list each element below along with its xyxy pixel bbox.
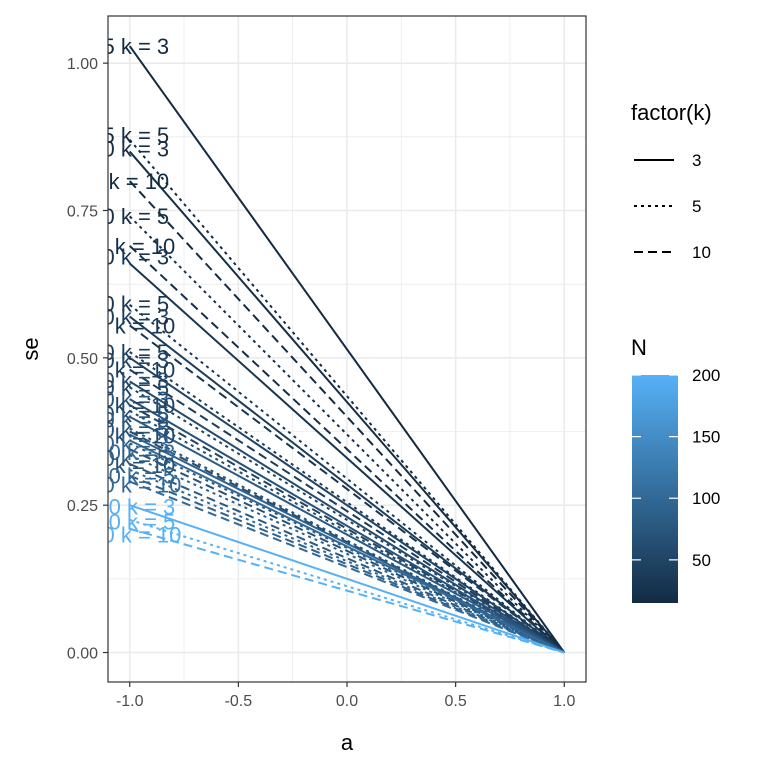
- y-tick-label: 1.00: [67, 56, 98, 73]
- line-label: 100 k = 5: [84, 464, 175, 489]
- line-label: 5 k = 10: [90, 169, 169, 194]
- line-label: 40 k = 5: [90, 340, 169, 365]
- linetype-legend-title: factor(k): [631, 100, 712, 125]
- line-label: 200 k = 5: [84, 510, 175, 535]
- line-label: 20 k = 10: [84, 234, 175, 259]
- line-label: 200 k = 10: [78, 523, 181, 548]
- color-break-label: 150: [692, 428, 720, 447]
- series-line: [129, 324, 565, 654]
- series-line: [129, 480, 565, 654]
- series-line: [129, 386, 565, 654]
- line-labels: 15 k = 3 15 k = 520 k = 3 5 k = 10 20 k = 5…: [78, 34, 181, 548]
- y-tick-label: 0.50: [67, 351, 98, 368]
- line-label: 70 k = 3: [90, 387, 169, 412]
- series-line: [129, 380, 565, 654]
- x-tick-label: -1.0: [116, 693, 144, 710]
- series-line: [129, 215, 565, 654]
- line-label: 70 k = 10: [84, 453, 175, 478]
- linetype-key-label: 10: [692, 243, 711, 262]
- series-line: [129, 304, 565, 654]
- x-tick-label: 1.0: [553, 693, 575, 710]
- line-label: 15 k = 3: [90, 34, 169, 59]
- x-tick-label: -0.5: [225, 693, 253, 710]
- y-tick-label: 0.00: [67, 646, 98, 663]
- series-line: [129, 398, 565, 654]
- series-line: [129, 415, 565, 654]
- line-label: 100 k = 3: [84, 440, 175, 465]
- y-axis-title: se: [18, 337, 43, 360]
- line-label: 20 k = 5: [90, 204, 169, 229]
- line-label: 60 k = 3: [90, 368, 169, 393]
- series-line: [129, 448, 565, 654]
- color-legend-ticks: 50 100 150 200: [632, 366, 720, 570]
- line-label: 60 k = 10: [84, 424, 175, 449]
- line-label: 80 k = 3: [90, 408, 169, 433]
- series-line: [129, 468, 565, 654]
- series-line: [129, 504, 565, 654]
- series-line: [128, 139, 566, 654]
- line-label: 30 k = 10: [84, 313, 175, 338]
- line-label: 20 k = 3: [90, 137, 169, 162]
- line-label-group: 15 k = 3 15 k = 520 k = 3 5 k = 10 20 k = 5…: [78, 34, 181, 548]
- series-line: [129, 262, 565, 654]
- x-tick-label: 0.5: [445, 693, 467, 710]
- line-label: 50 k = 3: [90, 348, 169, 373]
- line-label: 30 k = 3: [90, 244, 169, 269]
- color-break-label: 100: [692, 489, 720, 508]
- series-line: [129, 315, 565, 654]
- series-line: [129, 454, 565, 654]
- y-tick-label: 0.75: [67, 203, 98, 220]
- axes: -1.0 -0.5 0.0 0.5 1.0 0.00 0.25 0.50 0.75 1.00: [67, 56, 576, 710]
- line-label: 40 k = 10: [84, 358, 175, 383]
- line-label: 200 k = 3: [84, 494, 175, 519]
- line-label: 50 k = 10: [84, 393, 175, 418]
- line-label: 70 k = 5: [90, 418, 169, 443]
- line-label: 30 k = 5: [90, 292, 169, 317]
- line-label: 100 k = 10: [78, 473, 181, 498]
- series-line: [129, 357, 565, 654]
- series-lines: [128, 45, 566, 654]
- line-label: 60 k = 5: [90, 402, 169, 427]
- linetype-key-label: 3: [692, 151, 701, 170]
- series-line: [129, 368, 565, 654]
- legends: factor(k) 3 5 10 N 50 100 150 200: [631, 100, 720, 603]
- series-line: [128, 45, 566, 654]
- series-line: [129, 245, 565, 654]
- color-break-label: 50: [692, 551, 711, 570]
- line-label: 80 k = 5: [90, 446, 169, 471]
- series-line: [128, 180, 566, 654]
- x-tick-label: 0.0: [336, 693, 358, 710]
- linetype-key-label: 5: [692, 197, 701, 216]
- line-label: 15 k = 5: [90, 123, 169, 148]
- color-legend-title: N: [631, 335, 647, 360]
- y-tick-label: 0.25: [67, 498, 98, 515]
- series-line: [128, 150, 566, 654]
- line-label: 90 k = 3: [90, 431, 169, 456]
- line-label: 40 k = 3: [90, 305, 169, 330]
- color-break-label: 200: [692, 366, 720, 385]
- x-axis-title: a: [341, 730, 354, 755]
- color-bar: [632, 375, 678, 603]
- series-line: [129, 474, 565, 654]
- series-line: [129, 527, 565, 654]
- line-label: 50 k = 5: [90, 375, 169, 400]
- series-line: [129, 439, 565, 654]
- series-line: [129, 518, 565, 654]
- linetype-legend-keys: 3 5 10: [634, 151, 711, 262]
